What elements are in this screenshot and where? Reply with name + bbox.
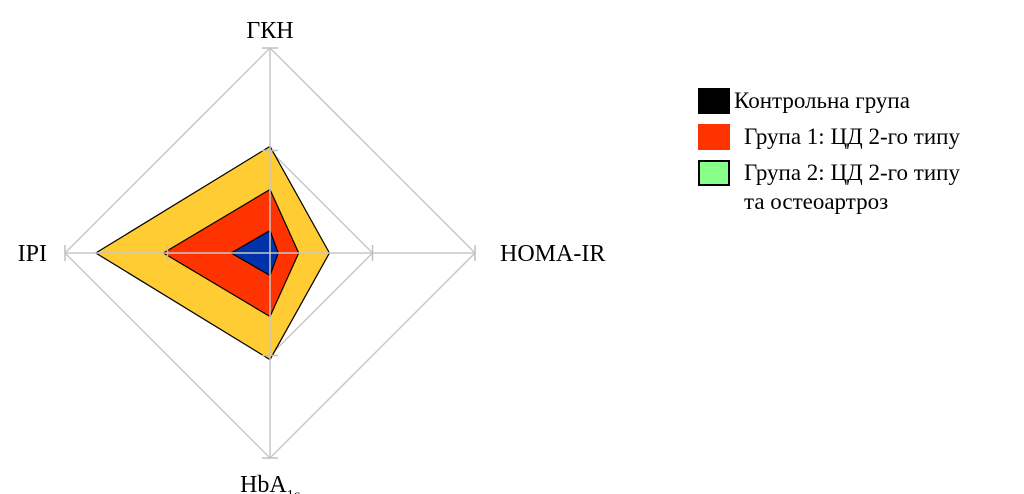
axis-label-1: HOMA-IR xyxy=(500,241,605,267)
radar-chart: ГКН HOMA-IR HbA1c IPI xyxy=(18,18,606,494)
chart-legend: Контрольна група Група 1: ЦД 2-го типу Гру… xyxy=(698,86,960,223)
legend-item-1: Група 1: ЦД 2-го типу xyxy=(698,122,960,151)
legend-label-0-1: та остеоартроз xyxy=(744,189,889,214)
legend-label-1-0: Група 1: ЦД 2-го типу xyxy=(744,124,960,149)
axis-label-0: ГКН xyxy=(246,18,293,44)
legend-swatch-0 xyxy=(698,160,730,186)
legend-swatch-2 xyxy=(698,88,730,114)
legend-item-0: Група 2: ЦД 2-го типу та остеоартроз xyxy=(698,158,960,216)
legend-swatch-1 xyxy=(698,124,730,150)
axis-label-3: IPI xyxy=(18,241,47,267)
legend-item-2: Контрольна група xyxy=(698,86,960,115)
legend-label-2-0: Контрольна група xyxy=(734,88,910,113)
radar-axes xyxy=(64,47,476,459)
axis-label-subscript-2: 1c xyxy=(287,488,300,494)
axis-label-2: HbA1c xyxy=(240,472,300,494)
legend-label-0-0: Група 2: ЦД 2-го типу xyxy=(744,160,960,185)
axis-labels: ГКН HOMA-IR HbA1c IPI xyxy=(18,18,606,494)
